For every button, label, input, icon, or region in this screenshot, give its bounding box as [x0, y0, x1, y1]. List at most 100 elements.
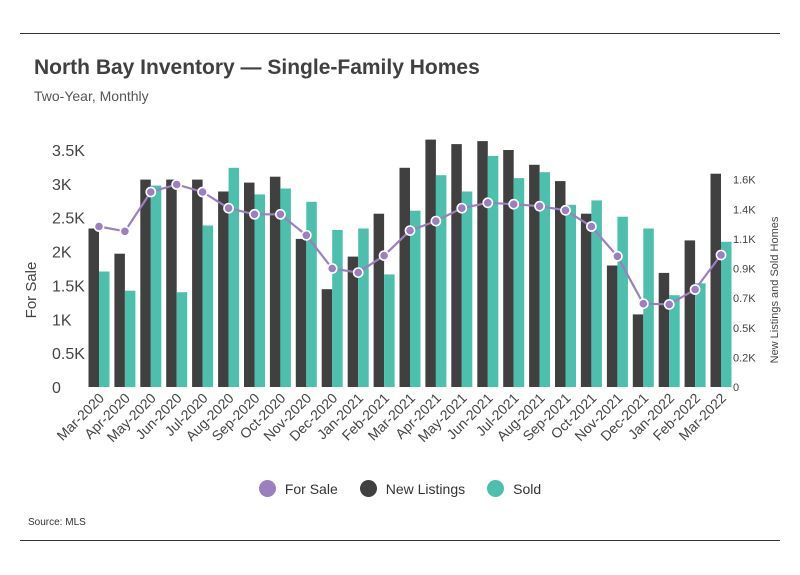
point-for-sale	[482, 197, 494, 209]
point-for-sale	[689, 284, 701, 295]
bar-sold	[695, 283, 706, 387]
point-for-sale	[352, 267, 364, 278]
legend-swatch-for-sale	[258, 480, 276, 497]
point-for-sale	[715, 249, 727, 261]
bar-sold	[150, 185, 162, 387]
bar-sold	[513, 178, 525, 387]
bar-new-listings	[295, 238, 307, 387]
bar-sold	[254, 194, 265, 387]
point-for-sale	[223, 202, 234, 214]
legend-item-for-sale[interactable]: For Sale	[258, 480, 338, 497]
point-for-sale	[145, 186, 157, 198]
point-for-sale	[93, 221, 105, 232]
left-axis-tick-label: 3.5K	[52, 143, 85, 160]
bar-new-listings	[425, 139, 436, 387]
left-axis-tick-label: 0.5K	[52, 346, 85, 363]
left-axis-tick-label: 2K	[52, 245, 72, 262]
legend-label-sold: Sold	[513, 480, 542, 497]
bar-sold	[358, 228, 369, 387]
legend-swatch-new-listings	[359, 480, 377, 497]
chart-title: North Bay Inventory — Single-Family Home…	[34, 56, 480, 79]
bar-sold	[435, 175, 447, 387]
bar-sold	[591, 200, 602, 387]
bottom-rule	[20, 540, 780, 541]
bar-new-listings	[684, 240, 696, 387]
right-axis-tick-label: 0.7K	[733, 293, 756, 305]
legend-item-sold[interactable]: Sold	[487, 480, 541, 497]
point-for-sale	[456, 202, 468, 214]
bar-new-listings	[88, 228, 99, 387]
point-for-sale	[197, 186, 208, 198]
chart-subtitle: Two-Year, Monthly	[34, 88, 149, 104]
point-for-sale	[119, 225, 131, 237]
bar-sold	[487, 155, 499, 387]
bar-new-listings	[555, 181, 566, 387]
point-for-sale	[300, 229, 312, 241]
bar-new-listings	[399, 167, 410, 387]
bar-new-listings	[192, 179, 203, 387]
bar-sold	[176, 292, 188, 387]
bar-sold	[410, 210, 421, 387]
bar-sold	[99, 271, 110, 387]
top-rule	[20, 33, 780, 34]
point-for-sale	[612, 250, 623, 262]
left-axis-tick-label: 1.5K	[52, 278, 85, 295]
legend-label-for-sale: For Sale	[284, 480, 338, 497]
left-axis-tick-label: 2.5K	[52, 211, 85, 228]
bar-new-listings	[347, 256, 359, 387]
bar-new-listings	[658, 272, 670, 387]
legend-swatch-sold	[487, 480, 505, 497]
right-axis-tick-label: 0.5K	[733, 323, 756, 335]
bar-sold	[202, 225, 214, 387]
point-for-sale	[508, 198, 520, 210]
right-axis-tick-label: 1.1K	[733, 234, 756, 246]
bar-new-listings	[244, 182, 255, 387]
point-for-sale	[249, 208, 260, 220]
bar-new-listings	[632, 314, 644, 387]
bar-new-listings	[477, 141, 488, 387]
bar-new-listings	[321, 289, 333, 387]
bar-sold	[565, 204, 576, 387]
bar-sold	[228, 167, 240, 387]
bar-new-listings	[606, 265, 618, 387]
legend-item-new-listings[interactable]: New Listings	[359, 480, 466, 497]
point-for-sale	[326, 263, 338, 274]
point-for-sale	[560, 204, 571, 216]
bar-new-listings	[269, 176, 281, 387]
right-axis-tick-label: 0.2K	[733, 352, 756, 364]
bar-new-listings	[503, 150, 514, 387]
bar-sold	[280, 188, 291, 387]
bar-new-listings	[140, 179, 151, 387]
bar-sold	[384, 274, 395, 387]
bar-new-listings	[580, 213, 592, 387]
point-for-sale	[663, 298, 675, 310]
bar-new-listings	[373, 213, 385, 387]
point-for-sale	[171, 179, 183, 190]
bar-new-listings	[218, 191, 229, 387]
bar-new-listings	[166, 179, 177, 387]
bar-sold	[461, 191, 473, 387]
bar-new-listings	[114, 253, 125, 387]
source-note: Source: MLS	[28, 517, 86, 528]
bar-sold	[124, 290, 136, 387]
right-axis-tick-label: 1.4K	[733, 204, 756, 216]
bar-sold	[539, 172, 551, 387]
bar-sold	[669, 295, 680, 387]
point-for-sale	[404, 225, 416, 236]
right-axis-tick-label: 0.9K	[733, 264, 756, 276]
legend-label-new-listings: New Listings	[385, 480, 466, 497]
point-for-sale	[534, 200, 545, 212]
point-for-sale	[586, 221, 597, 232]
chart-legend: For Sale New Listings Sold	[0, 480, 800, 497]
bar-sold	[332, 230, 343, 387]
chart-plot: 0 0.5K 1K 1.5K 2K 2.5K 3K 3.5K For Sale 0 0.2K 0.5K…	[23, 139, 781, 445]
left-axis-tick-label: 1K	[52, 312, 72, 329]
point-for-sale	[637, 298, 649, 310]
bar-sold	[617, 216, 628, 387]
left-axis-tick-label: 0	[52, 380, 61, 397]
bar-sold	[306, 201, 317, 387]
point-for-sale	[378, 250, 390, 261]
point-for-sale	[274, 208, 286, 220]
right-axis-title: New Listings and Sold Homes	[769, 216, 781, 363]
bar-new-listings	[529, 164, 540, 387]
